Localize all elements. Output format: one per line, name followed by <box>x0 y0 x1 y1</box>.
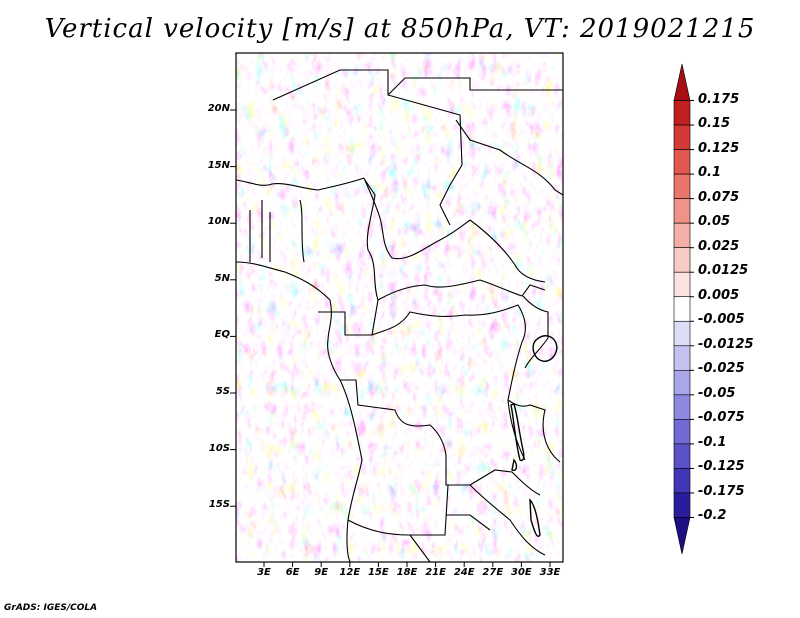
colorbar-label: -0.075 <box>698 410 745 426</box>
colorbar-label: -0.0125 <box>698 336 754 352</box>
lat-label: 5N <box>214 272 230 284</box>
colorbar-segment <box>673 320 691 347</box>
colorbar-label: -0.125 <box>698 459 745 475</box>
colorbar <box>673 63 694 555</box>
lon-label: 18E <box>396 567 418 578</box>
colorbar-segment <box>673 419 691 445</box>
colorbar-label: 0.005 <box>698 287 740 303</box>
lon-label: 12E <box>339 567 361 578</box>
map-title: Vertical velocity [m/s] at 850hPa, VT: 2… <box>44 14 756 44</box>
lon-label: 27E <box>482 567 504 578</box>
colorbar-segment <box>673 492 691 518</box>
map-frame <box>235 52 564 563</box>
colorbar-label: 0.175 <box>698 91 740 107</box>
lat-label: 20N <box>207 103 230 114</box>
colorbar-label: 0.05 <box>698 214 731 230</box>
colorbar-label: -0.1 <box>698 434 727 450</box>
colorbar-segment <box>673 370 691 396</box>
colorbar-segment <box>673 517 691 555</box>
colorbar-segment <box>673 173 691 199</box>
lon-label: 3E <box>257 567 271 578</box>
lat-label: 10N <box>207 216 230 228</box>
colorbar-segment <box>673 100 691 126</box>
lon-label: 33E <box>539 567 561 578</box>
lon-label: 6E <box>285 567 300 578</box>
lon-label: 15E <box>368 567 389 578</box>
colorbar-segment <box>673 271 691 298</box>
velocity-field <box>236 53 563 562</box>
country-borders <box>235 69 564 563</box>
lon-label: 24E <box>453 567 475 578</box>
colorbar-segment <box>673 296 691 322</box>
colorbar-segment <box>673 198 691 224</box>
colorbar-label: 0.0125 <box>698 263 749 279</box>
colorbar-label: 0.1 <box>698 165 722 181</box>
colorbar-segment <box>673 394 691 420</box>
lon-label: 21E <box>425 567 446 578</box>
colorbar-label: 0.15 <box>698 116 731 132</box>
colorbar-segment <box>673 468 691 494</box>
lakes <box>510 335 558 537</box>
colorbar-label: 0.075 <box>698 189 740 205</box>
axis-ticks <box>230 109 551 567</box>
colorbar-label: -0.2 <box>698 508 727 524</box>
grads-credit: GrADS: IGES/COLA <box>4 603 98 613</box>
lat-label: 15S <box>208 499 230 511</box>
colorbar-segment <box>673 222 691 248</box>
colorbar-label: -0.05 <box>698 385 736 401</box>
lon-label: 9E <box>314 567 329 578</box>
lat-label: 15N <box>207 159 230 171</box>
lat-label: EQ <box>214 329 230 341</box>
colorbar-segment <box>673 124 691 150</box>
colorbar-label: -0.025 <box>698 361 745 377</box>
colorbar-segment <box>673 63 691 101</box>
colorbar-segment <box>673 247 691 273</box>
lat-label: 10S <box>208 442 230 454</box>
colorbar-segment <box>673 443 691 469</box>
colorbar-label: 0.125 <box>698 140 740 156</box>
colorbar-label: 0.025 <box>698 238 740 254</box>
colorbar-segment <box>673 345 691 371</box>
lon-label: 30E <box>511 567 532 578</box>
colorbar-label: -0.175 <box>698 483 745 499</box>
colorbar-segment <box>673 149 691 175</box>
lat-label: 5S <box>215 386 230 397</box>
colorbar-label: -0.005 <box>698 312 745 328</box>
